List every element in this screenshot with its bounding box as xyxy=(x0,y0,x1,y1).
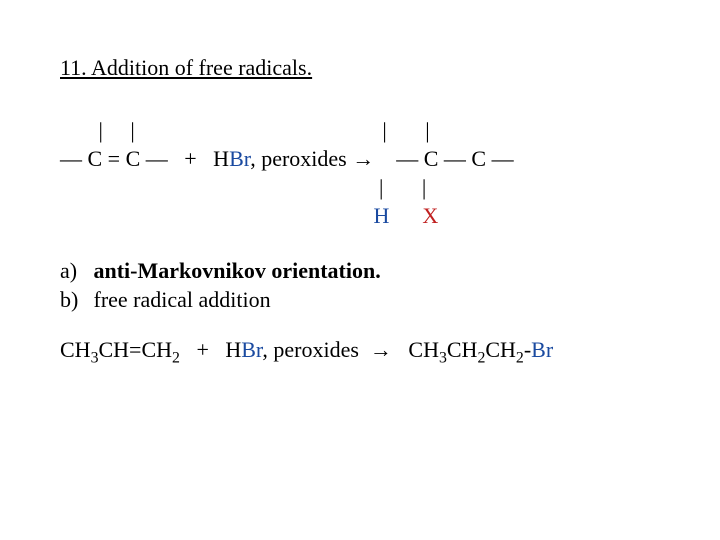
reaction-line2: — C = C — + HBr, peroxides → — C — C — xyxy=(60,146,514,171)
product-br: Br xyxy=(531,337,553,362)
product: CH3CH2CH2-Br xyxy=(392,337,553,362)
hbr-br-2: Br xyxy=(241,337,262,362)
conditions: , peroxides xyxy=(262,337,370,362)
hbr-br: Br xyxy=(229,146,250,171)
example-reaction: CH3CH=CH2 + HBr, peroxides → CH3CH2CH2-B… xyxy=(60,336,660,365)
notes-list: a) anti-Markovnikov orientation. b) free… xyxy=(60,257,660,314)
note-a: a) anti-Markovnikov orientation. xyxy=(60,257,660,286)
slide-title: 11. Addition of free radicals. xyxy=(60,54,660,83)
note-a-marker: a) xyxy=(60,257,88,286)
note-b: b) free radical addition xyxy=(60,286,660,315)
arrow-icon: → xyxy=(370,337,392,362)
slide-page: 11. Addition of free radicals. | | | | —… xyxy=(0,0,720,365)
reactant: CH3CH=CH2 xyxy=(60,337,180,362)
product-H: H xyxy=(374,203,390,228)
product-X: X xyxy=(422,203,438,228)
reaction-line4: H X xyxy=(60,203,438,228)
plus-hbr-h: + H xyxy=(180,337,241,362)
note-b-text: free radical addition xyxy=(94,287,271,312)
reaction-scheme: | | | | — C = C — + HBr, peroxides → — C… xyxy=(60,117,660,231)
note-b-marker: b) xyxy=(60,286,88,315)
reaction-line3: | | xyxy=(60,175,426,200)
note-a-text: anti-Markovnikov orientation. xyxy=(94,258,381,283)
reaction-line1: | | | | xyxy=(60,118,430,143)
